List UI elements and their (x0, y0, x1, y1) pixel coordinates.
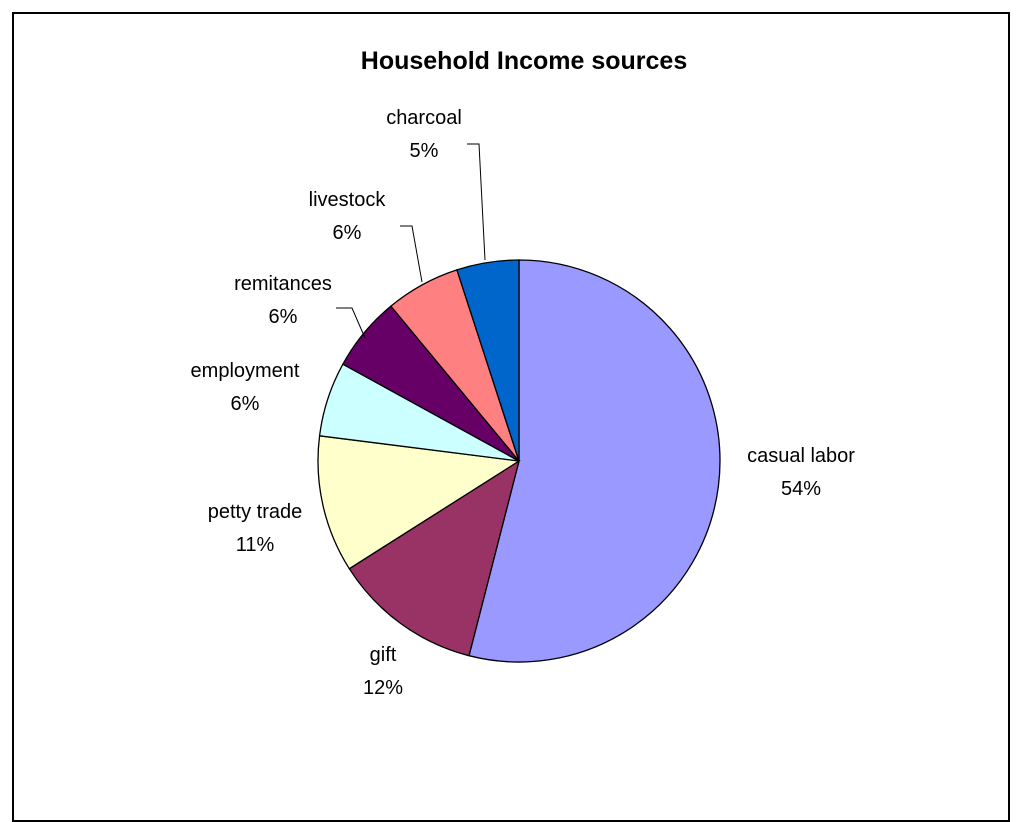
slice-category-label: charcoal (386, 107, 462, 129)
slice-category-label: casual labor (747, 445, 855, 467)
slice-percent-label: 12% (363, 677, 403, 699)
leader-line (467, 143, 486, 261)
slice-category-label: remitances (234, 273, 332, 295)
slice-percent-label: 5% (410, 140, 439, 162)
slice-percent-label: 11% (236, 534, 275, 556)
leader-line (400, 225, 423, 283)
slice-category-label: petty trade (208, 501, 303, 523)
slice-percent-label: 6% (269, 306, 298, 328)
pie-slice-charcoal (456, 259, 520, 462)
leader-line (336, 307, 366, 339)
pie-slice-gift (348, 459, 521, 657)
slice-category-label: gift (370, 644, 397, 666)
slice-percent-label: 6% (231, 393, 260, 415)
slice-percent-label: 6% (333, 222, 362, 244)
leader-lines (336, 143, 486, 339)
slice-percent-label: 54% (781, 478, 821, 500)
pie-slice-petty-trade (317, 435, 521, 570)
pie-slice-casual-labor (468, 259, 721, 663)
slice-category-label: livestock (309, 189, 387, 211)
slice-labels: casual labor 54% gift 12% petty trade 11% empl… (191, 107, 856, 699)
chart-title: Household Income sources (361, 47, 687, 75)
pie-slices (317, 259, 721, 663)
slice-category-label: employment (191, 360, 300, 382)
